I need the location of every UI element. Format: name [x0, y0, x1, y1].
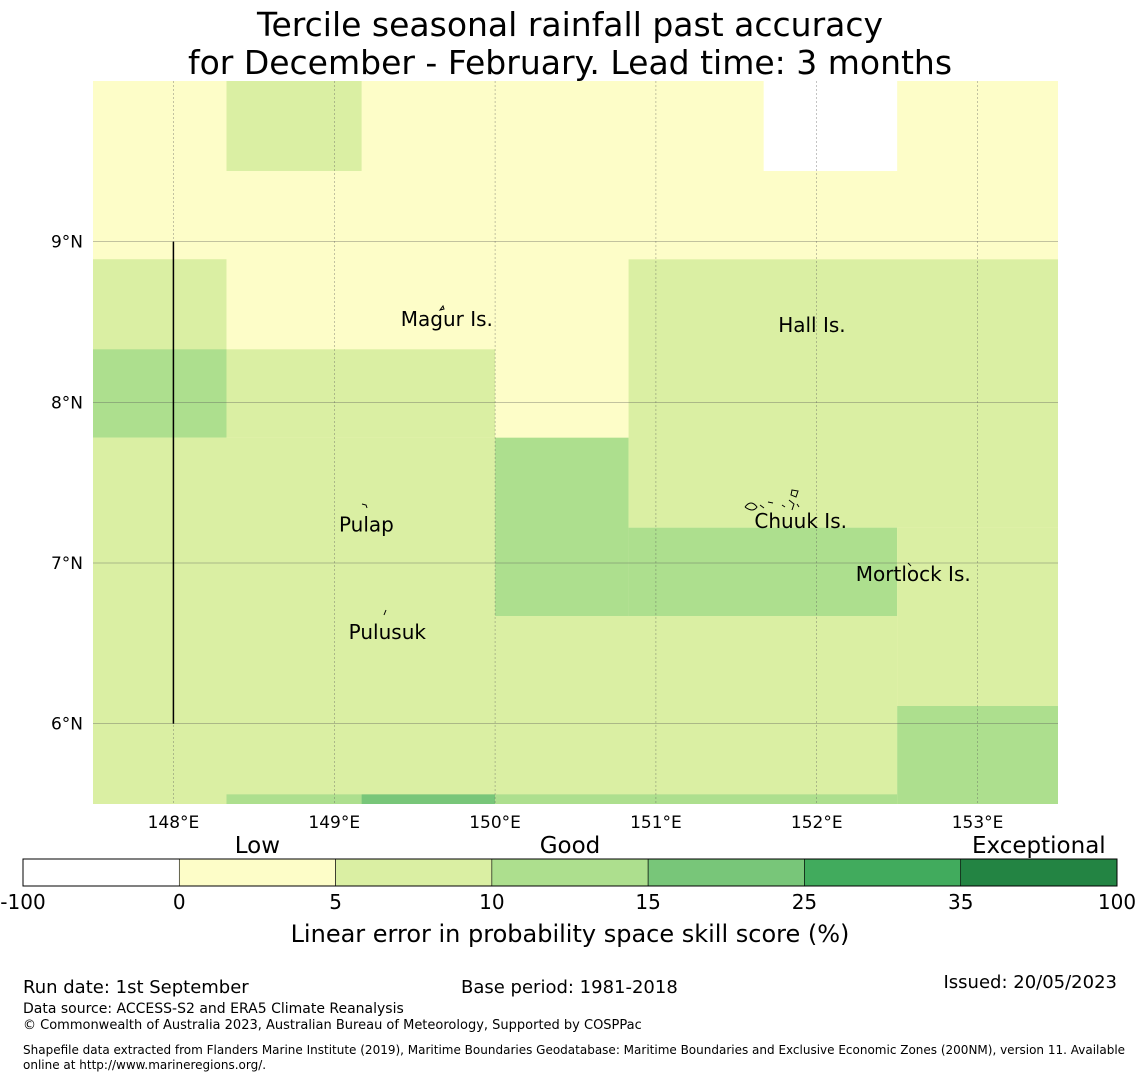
- skill-cell-10: [628, 527, 898, 617]
- skill-cell-7: [226, 349, 496, 438]
- colorbar-title: Linear error in probability space skill …: [291, 920, 850, 948]
- colorbar-segment: [178, 858, 336, 887]
- colorbar-tick-label: 5: [329, 890, 342, 914]
- place-label: Chuuk Is.: [754, 509, 847, 533]
- mortlock-island-outline: [907, 562, 912, 567]
- skill-cell-4: [93, 259, 227, 350]
- map-title-line1: Tercile seasonal rainfall past accuracy: [256, 5, 884, 44]
- colorbar-segment: [804, 858, 962, 887]
- skill-cell-5: [93, 349, 227, 438]
- colorbar-tick-label: 0: [173, 890, 186, 914]
- map-axis-ticks: 148°E 149°E 150°E 151°E 152°E 153°E 6°N 7°N 8°N 9…: [51, 233, 1003, 833]
- skill-grid-cells: [93, 81, 1058, 804]
- lat-tick-label: 8°N: [51, 393, 83, 413]
- lat-tick-label: 6°N: [51, 715, 83, 735]
- lon-tick-label: 151°E: [630, 813, 682, 833]
- skill-cell-8: [495, 437, 629, 617]
- skill-cell-6: [93, 437, 496, 804]
- chuuk-island-outline: [744, 489, 800, 511]
- lat-tick-label: 7°N: [51, 554, 83, 574]
- colorbar-legend: -100 0 5 10 15 25 35 100 Low Good Exceptional Linea…: [0, 833, 1136, 948]
- colorbar-category-label: Good: [540, 833, 601, 859]
- colorbar-tick-label: -100: [0, 890, 45, 914]
- colorbar-tick-label: 25: [792, 890, 817, 914]
- lon-tick-label: 149°E: [308, 813, 360, 833]
- skill-cell-1: [226, 81, 362, 171]
- colorbar-tick-label: 15: [635, 890, 660, 914]
- base-period: Base period: 1981-2018: [461, 977, 678, 998]
- colorbar-tick-label: 100: [1098, 890, 1136, 914]
- magur-island-outline: [438, 304, 445, 311]
- skill-cell-12: [495, 616, 898, 804]
- colorbar-category-label: Low: [235, 833, 280, 859]
- run-date: Run date: 1st September: [23, 977, 249, 998]
- colorbar-category-label: Exceptional: [972, 833, 1106, 859]
- colorbar-tick-label: 10: [479, 890, 504, 914]
- data-source: Data source: ACCESS-S2 and ERA5 Climate …: [23, 1001, 404, 1017]
- colorbar-tick-label: 35: [948, 890, 973, 914]
- skill-cell-16: [495, 794, 898, 804]
- lon-tick-label: 148°E: [148, 813, 200, 833]
- place-label: Magur Is.: [401, 307, 493, 331]
- place-label: Mortlock Is.: [856, 562, 971, 586]
- lon-tick-label: 152°E: [791, 813, 843, 833]
- copyright-notice: © Commonwealth of Australia 2023, Austra…: [23, 1018, 642, 1033]
- colorbar-frame: [22, 858, 1118, 887]
- skill-cell-15: [361, 794, 496, 804]
- lon-tick-label: 153°E: [952, 813, 1004, 833]
- colorbar-segment: [960, 858, 1118, 887]
- skill-cell-2: [763, 81, 898, 171]
- place-labels: Magur Is. Hall Is. Pulap Chuuk Is. Mortlock …: [339, 307, 971, 644]
- place-label: Hall Is.: [778, 313, 845, 337]
- pulusuk-island-outline: [383, 609, 387, 616]
- map-title-line2: for December - February. Lead time: 3 mo…: [187, 43, 953, 82]
- colorbar-segment: [491, 858, 649, 887]
- lat-tick-label: 9°N: [51, 233, 83, 253]
- colorbar-segment: [647, 858, 805, 887]
- skill-cell-9: [628, 259, 1058, 528]
- pulap-island-outline: [361, 503, 368, 509]
- island-outlines: [361, 304, 912, 616]
- issued-date: Issued: 20/05/2023: [943, 972, 1117, 993]
- place-label: Pulap: [339, 512, 394, 536]
- skill-cell-14: [226, 794, 362, 804]
- lon-tick-label: 150°E: [469, 813, 521, 833]
- shapefile-credit: Shapefile data extracted from Flanders M…: [23, 1043, 1126, 1072]
- colorbar-segment: [22, 858, 180, 887]
- colorbar-segment: [335, 858, 493, 887]
- place-label: Pulusuk: [349, 620, 427, 644]
- map-figure: 148°E 149°E 150°E 151°E 152°E 153°E 6°N 7°N 8°N 9…: [0, 81, 1136, 948]
